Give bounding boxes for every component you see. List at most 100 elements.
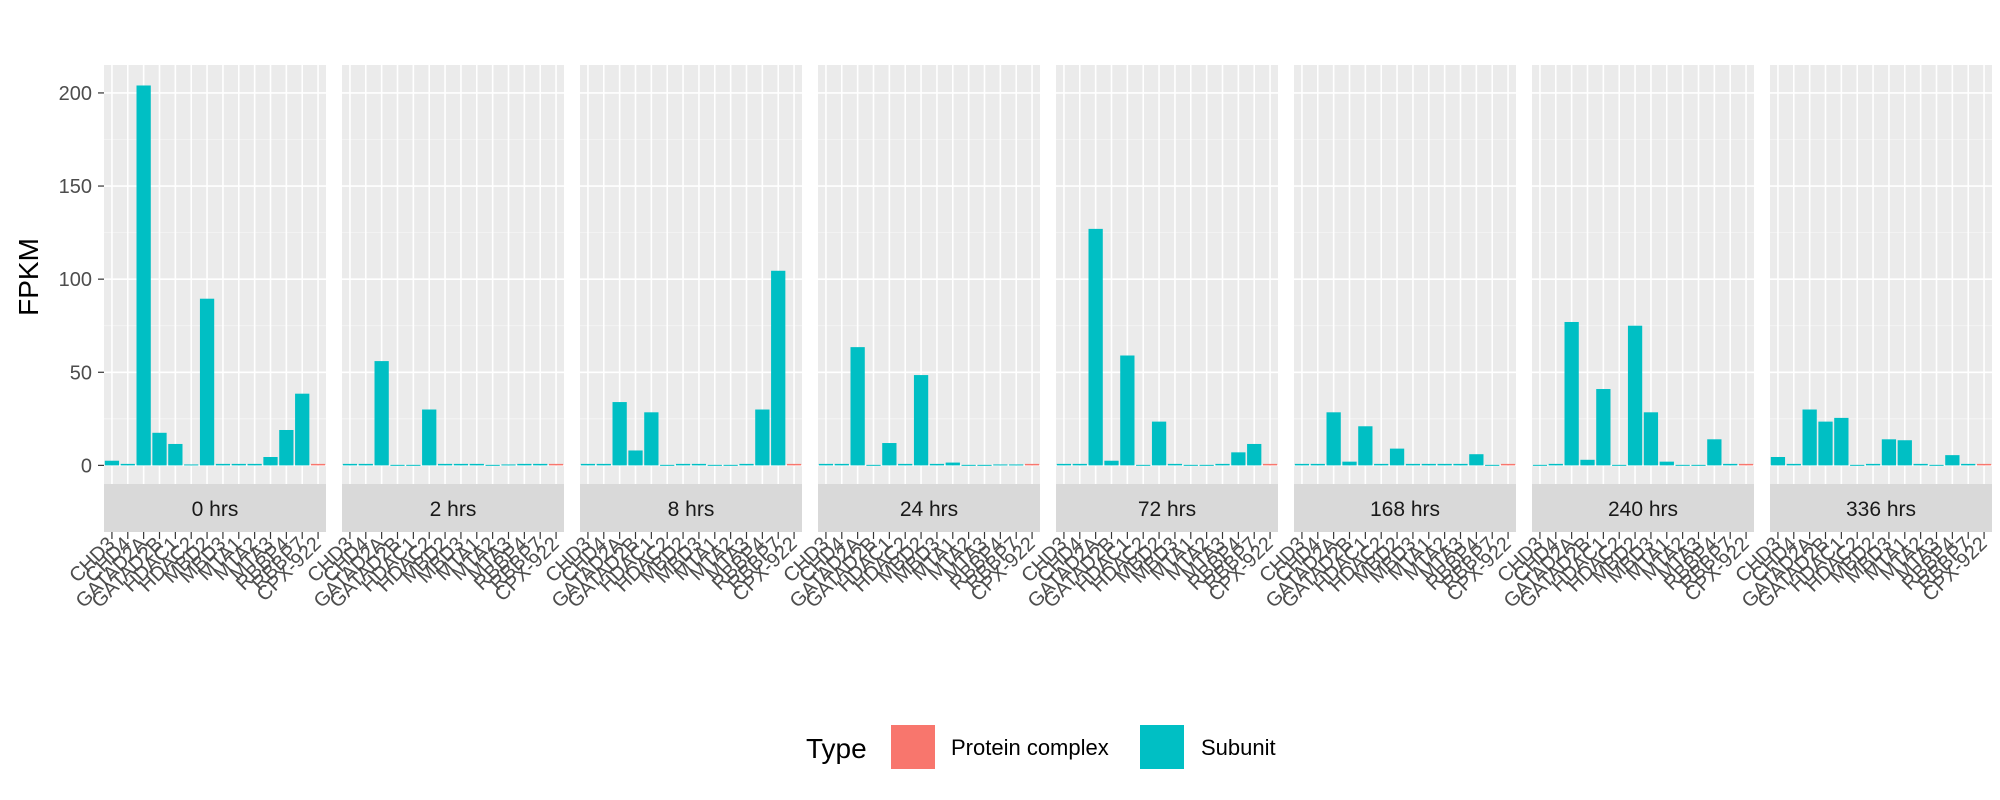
bar-chd3	[818, 463, 834, 466]
bar-chd4	[120, 463, 135, 466]
bar-mbd3	[215, 463, 231, 466]
bar-gatad2a	[1088, 228, 1103, 466]
legend-key-subunit	[1140, 725, 1184, 769]
bar-rbbp7	[1961, 463, 1976, 466]
bar-hdac2	[184, 464, 199, 466]
bar-mbd3	[1405, 463, 1421, 466]
bar-mbd2	[437, 463, 453, 466]
bar-chd4	[358, 463, 373, 466]
y-tick-label: 200	[59, 83, 92, 105]
bar-mta1	[469, 463, 484, 466]
bar-cpx-922	[786, 463, 802, 466]
bar-gatad2b	[628, 450, 643, 466]
bar-mbd2	[199, 298, 215, 466]
bar-hdac1	[882, 443, 897, 466]
facet-panels: 0 hrsCHD3CHD4GATAD2AGATAD2BHDAC1HDAC2MBD…	[65, 65, 1992, 612]
bar-chd3	[104, 460, 120, 466]
y-tick-label: 150	[59, 176, 92, 198]
bar-rbbp7	[533, 463, 548, 466]
bar-gatad2a	[374, 361, 389, 466]
bar-mta2	[247, 463, 262, 466]
bar-gatad2a	[1802, 409, 1817, 466]
bar-rbbp4	[993, 464, 1008, 466]
bar-gatad2a	[136, 85, 151, 466]
bar-rbbp7	[1485, 464, 1500, 466]
bar-chd4	[1548, 463, 1563, 466]
y-tick-label: 50	[70, 362, 92, 384]
bar-mbd2	[913, 375, 929, 466]
bar-gatad2b	[1342, 461, 1357, 466]
facet-strip	[1532, 484, 1754, 532]
facet-strip-label: 2 hrs	[430, 498, 477, 521]
bar-chd4	[596, 463, 611, 466]
bar-mta2	[723, 464, 738, 466]
legend-label-subunit: Subunit	[1201, 735, 1276, 760]
bar-chd4	[1786, 463, 1801, 466]
bar-mta2	[485, 464, 500, 466]
bar-cpx-922	[1738, 463, 1754, 466]
facet-panel-72-hrs: 72 hrsCHD3CHD4GATAD2AGATAD2BHDAC1HDAC2MB…	[1017, 65, 1278, 612]
bar-hdac1	[1120, 355, 1135, 466]
bar-mta3	[1215, 463, 1230, 466]
bar-mta3	[501, 464, 516, 466]
facet-strip-label: 168 hrs	[1370, 498, 1440, 521]
facet-panel-8-hrs: 8 hrsCHD3CHD4GATAD2AGATAD2BHDAC1HDAC2MBD…	[541, 65, 802, 612]
bar-chd4	[1310, 463, 1325, 466]
bar-rbbp4	[755, 409, 770, 466]
facet-strip-label: 8 hrs	[668, 498, 715, 521]
bar-mta3	[1929, 464, 1944, 466]
bar-rbbp4	[1945, 455, 1960, 466]
bar-mta2	[961, 464, 976, 466]
bar-rbbp7	[1723, 463, 1738, 466]
bar-chd4	[834, 463, 849, 466]
bar-gatad2b	[152, 432, 167, 466]
bar-gatad2b	[1580, 459, 1595, 466]
bar-mta2	[1199, 464, 1214, 466]
facet-strip-label: 336 hrs	[1846, 498, 1916, 521]
bar-mbd2	[1389, 448, 1405, 466]
bar-mta1	[1183, 464, 1198, 466]
facet-strip	[104, 484, 326, 532]
facet-strip	[818, 484, 1040, 532]
bar-rbbp7	[295, 393, 310, 466]
bar-rbbp7	[771, 270, 786, 466]
facet-panel-2-hrs: 2 hrsCHD3CHD4GATAD2AGATAD2BHDAC1HDAC2MBD…	[303, 65, 564, 612]
bar-cpx-922	[310, 463, 326, 466]
y-axis-title: FPKM	[13, 238, 44, 316]
bar-rbbp7	[1247, 443, 1262, 466]
y-axis: 0 50 100 150 200	[59, 83, 104, 477]
facet-strip	[1294, 484, 1516, 532]
bar-mbd3	[929, 463, 945, 466]
bar-cpx-922	[1262, 463, 1278, 466]
legend-key-protein-complex	[891, 725, 935, 769]
y-tick-label: 100	[59, 269, 92, 291]
bar-mta3	[263, 456, 278, 466]
bar-hdac2	[660, 464, 675, 466]
bar-mta1	[1897, 440, 1912, 466]
bar-hdac1	[644, 412, 659, 466]
bar-mbd2	[1151, 421, 1167, 466]
bar-chd3	[1532, 464, 1548, 466]
bar-mbd3	[453, 463, 469, 466]
bar-gatad2a	[1326, 412, 1341, 466]
bar-mta1	[1421, 463, 1436, 466]
bar-gatad2b	[390, 464, 405, 466]
bar-rbbp4	[1469, 454, 1484, 466]
bar-hdac1	[1358, 426, 1373, 466]
bar-mta2	[1913, 463, 1928, 466]
bar-rbbp4	[1707, 439, 1722, 466]
facet-strip	[1770, 484, 1992, 532]
bar-mbd2	[675, 463, 691, 466]
facet-strip-label: 72 hrs	[1138, 498, 1196, 521]
facet-strip-label: 0 hrs	[192, 498, 239, 521]
bar-mbd3	[1167, 463, 1183, 466]
legend-title: Type	[806, 733, 867, 764]
facet-panel-24-hrs: 24 hrsCHD3CHD4GATAD2AGATAD2BHDAC1HDAC2MB…	[779, 65, 1040, 612]
bar-hdac2	[1136, 464, 1151, 466]
bar-hdac1	[1834, 417, 1849, 466]
bar-mta1	[1659, 461, 1674, 466]
bar-cpx-922	[548, 463, 564, 466]
bar-gatad2a	[1564, 321, 1579, 466]
bar-chd3	[1294, 463, 1310, 466]
